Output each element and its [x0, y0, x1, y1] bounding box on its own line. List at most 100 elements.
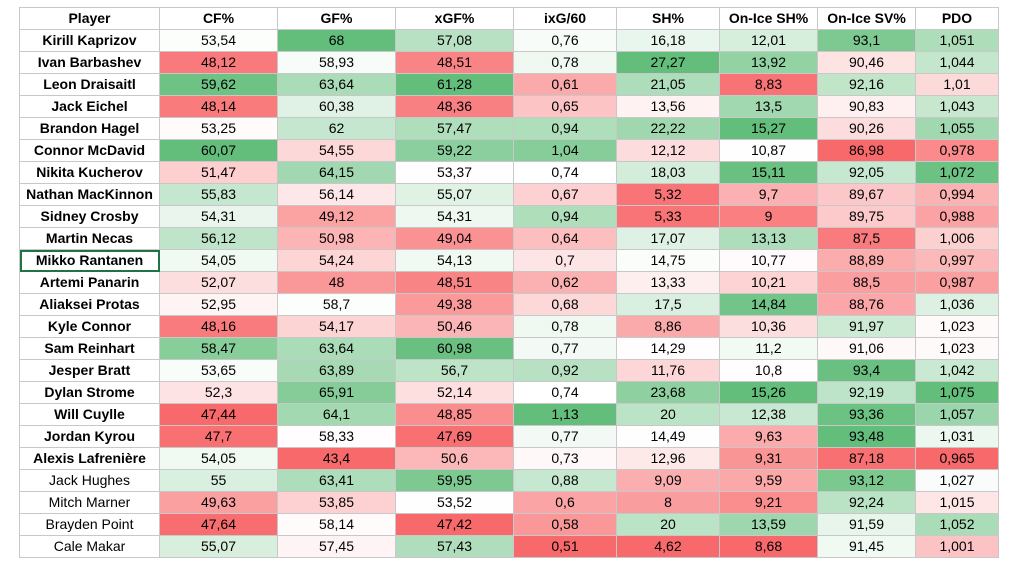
- pdo-cell[interactable]: 1,072: [915, 161, 999, 184]
- header-on-ice-sh-pct[interactable]: On-Ice SH%: [719, 7, 818, 30]
- pdo-cell[interactable]: 1,023: [915, 315, 999, 338]
- gf-pct-cell[interactable]: 62: [277, 117, 396, 140]
- header-pdo[interactable]: PDO: [915, 7, 999, 30]
- on-ice-sv-pct-cell[interactable]: 87,18: [817, 447, 916, 470]
- xgf-pct-cell[interactable]: 47,42: [395, 513, 514, 536]
- on-ice-sh-pct-cell[interactable]: 10,87: [719, 139, 818, 162]
- ixg-60-cell[interactable]: 0,62: [513, 271, 617, 294]
- gf-pct-cell[interactable]: 63,89: [277, 359, 396, 382]
- pdo-cell[interactable]: 1,051: [915, 29, 999, 52]
- xgf-pct-cell[interactable]: 53,52: [395, 491, 514, 514]
- gf-pct-cell[interactable]: 43,4: [277, 447, 396, 470]
- on-ice-sh-pct-cell[interactable]: 14,84: [719, 293, 818, 316]
- xgf-pct-cell[interactable]: 49,38: [395, 293, 514, 316]
- on-ice-sh-pct-cell[interactable]: 12,01: [719, 29, 818, 52]
- player-name-cell[interactable]: Brandon Hagel: [19, 117, 160, 140]
- on-ice-sv-pct-cell[interactable]: 89,67: [817, 183, 916, 206]
- on-ice-sh-pct-cell[interactable]: 10,77: [719, 249, 818, 272]
- pdo-cell[interactable]: 0,997: [915, 249, 999, 272]
- on-ice-sv-pct-cell[interactable]: 91,45: [817, 535, 916, 558]
- ixg-60-cell[interactable]: 0,78: [513, 51, 617, 74]
- sh-pct-cell[interactable]: 16,18: [616, 29, 720, 52]
- ixg-60-cell[interactable]: 0,68: [513, 293, 617, 316]
- sh-pct-cell[interactable]: 21,05: [616, 73, 720, 96]
- xgf-pct-cell[interactable]: 47,69: [395, 425, 514, 448]
- sh-pct-cell[interactable]: 17,07: [616, 227, 720, 250]
- ixg-60-cell[interactable]: 0,65: [513, 95, 617, 118]
- on-ice-sv-pct-cell[interactable]: 93,4: [817, 359, 916, 382]
- gf-pct-cell[interactable]: 64,1: [277, 403, 396, 426]
- cf-pct-cell[interactable]: 48,12: [159, 51, 278, 74]
- on-ice-sh-pct-cell[interactable]: 15,27: [719, 117, 818, 140]
- on-ice-sh-pct-cell[interactable]: 10,8: [719, 359, 818, 382]
- ixg-60-cell[interactable]: 0,51: [513, 535, 617, 558]
- pdo-cell[interactable]: 1,042: [915, 359, 999, 382]
- ixg-60-cell[interactable]: 0,6: [513, 491, 617, 514]
- player-name-cell[interactable]: Leon Draisaitl: [19, 73, 160, 96]
- cf-pct-cell[interactable]: 47,44: [159, 403, 278, 426]
- on-ice-sh-pct-cell[interactable]: 15,11: [719, 161, 818, 184]
- xgf-pct-cell[interactable]: 59,95: [395, 469, 514, 492]
- on-ice-sh-pct-cell[interactable]: 12,38: [719, 403, 818, 426]
- gf-pct-cell[interactable]: 57,45: [277, 535, 396, 558]
- pdo-cell[interactable]: 1,001: [915, 535, 999, 558]
- sh-pct-cell[interactable]: 23,68: [616, 381, 720, 404]
- pdo-cell[interactable]: 0,978: [915, 139, 999, 162]
- gf-pct-cell[interactable]: 54,55: [277, 139, 396, 162]
- cf-pct-cell[interactable]: 53,25: [159, 117, 278, 140]
- gf-pct-cell[interactable]: 68: [277, 29, 396, 52]
- sh-pct-cell[interactable]: 27,27: [616, 51, 720, 74]
- xgf-pct-cell[interactable]: 57,08: [395, 29, 514, 52]
- cf-pct-cell[interactable]: 53,54: [159, 29, 278, 52]
- player-name-cell[interactable]: Kirill Kaprizov: [19, 29, 160, 52]
- pdo-cell[interactable]: 1,031: [915, 425, 999, 448]
- sh-pct-cell[interactable]: 14,75: [616, 249, 720, 272]
- cf-pct-cell[interactable]: 47,64: [159, 513, 278, 536]
- header-cf-pct[interactable]: CF%: [159, 7, 278, 30]
- pdo-cell[interactable]: 1,044: [915, 51, 999, 74]
- cf-pct-cell[interactable]: 47,7: [159, 425, 278, 448]
- ixg-60-cell[interactable]: 0,77: [513, 425, 617, 448]
- sh-pct-cell[interactable]: 5,32: [616, 183, 720, 206]
- pdo-cell[interactable]: 0,965: [915, 447, 999, 470]
- cf-pct-cell[interactable]: 54,31: [159, 205, 278, 228]
- cf-pct-cell[interactable]: 48,16: [159, 315, 278, 338]
- gf-pct-cell[interactable]: 60,38: [277, 95, 396, 118]
- ixg-60-cell[interactable]: 0,73: [513, 447, 617, 470]
- on-ice-sh-pct-cell[interactable]: 9,31: [719, 447, 818, 470]
- sh-pct-cell[interactable]: 20: [616, 403, 720, 426]
- xgf-pct-cell[interactable]: 48,36: [395, 95, 514, 118]
- cf-pct-cell[interactable]: 55,83: [159, 183, 278, 206]
- on-ice-sv-pct-cell[interactable]: 92,16: [817, 73, 916, 96]
- header-ixg-60[interactable]: ixG/60: [513, 7, 617, 30]
- gf-pct-cell[interactable]: 63,64: [277, 73, 396, 96]
- cf-pct-cell[interactable]: 54,05: [159, 447, 278, 470]
- header-gf-pct[interactable]: GF%: [277, 7, 396, 30]
- player-name-cell[interactable]: Connor McDavid: [19, 139, 160, 162]
- ixg-60-cell[interactable]: 1,13: [513, 403, 617, 426]
- player-name-cell[interactable]: Alexis Lafrenière: [19, 447, 160, 470]
- on-ice-sv-pct-cell[interactable]: 88,89: [817, 249, 916, 272]
- ixg-60-cell[interactable]: 0,58: [513, 513, 617, 536]
- sh-pct-cell[interactable]: 14,49: [616, 425, 720, 448]
- sh-pct-cell[interactable]: 13,33: [616, 271, 720, 294]
- gf-pct-cell[interactable]: 49,12: [277, 205, 396, 228]
- on-ice-sv-pct-cell[interactable]: 86,98: [817, 139, 916, 162]
- header-xgf-pct[interactable]: xGF%: [395, 7, 514, 30]
- on-ice-sh-pct-cell[interactable]: 9: [719, 205, 818, 228]
- player-name-cell[interactable]: Brayden Point: [19, 513, 160, 536]
- on-ice-sh-pct-cell[interactable]: 9,21: [719, 491, 818, 514]
- xgf-pct-cell[interactable]: 48,51: [395, 271, 514, 294]
- xgf-pct-cell[interactable]: 50,46: [395, 315, 514, 338]
- pdo-cell[interactable]: 1,006: [915, 227, 999, 250]
- gf-pct-cell[interactable]: 65,91: [277, 381, 396, 404]
- on-ice-sv-pct-cell[interactable]: 91,06: [817, 337, 916, 360]
- on-ice-sh-pct-cell[interactable]: 13,92: [719, 51, 818, 74]
- sh-pct-cell[interactable]: 11,76: [616, 359, 720, 382]
- on-ice-sv-pct-cell[interactable]: 88,5: [817, 271, 916, 294]
- xgf-pct-cell[interactable]: 53,37: [395, 161, 514, 184]
- sh-pct-cell[interactable]: 12,96: [616, 447, 720, 470]
- cf-pct-cell[interactable]: 53,65: [159, 359, 278, 382]
- cf-pct-cell[interactable]: 49,63: [159, 491, 278, 514]
- ixg-60-cell[interactable]: 0,78: [513, 315, 617, 338]
